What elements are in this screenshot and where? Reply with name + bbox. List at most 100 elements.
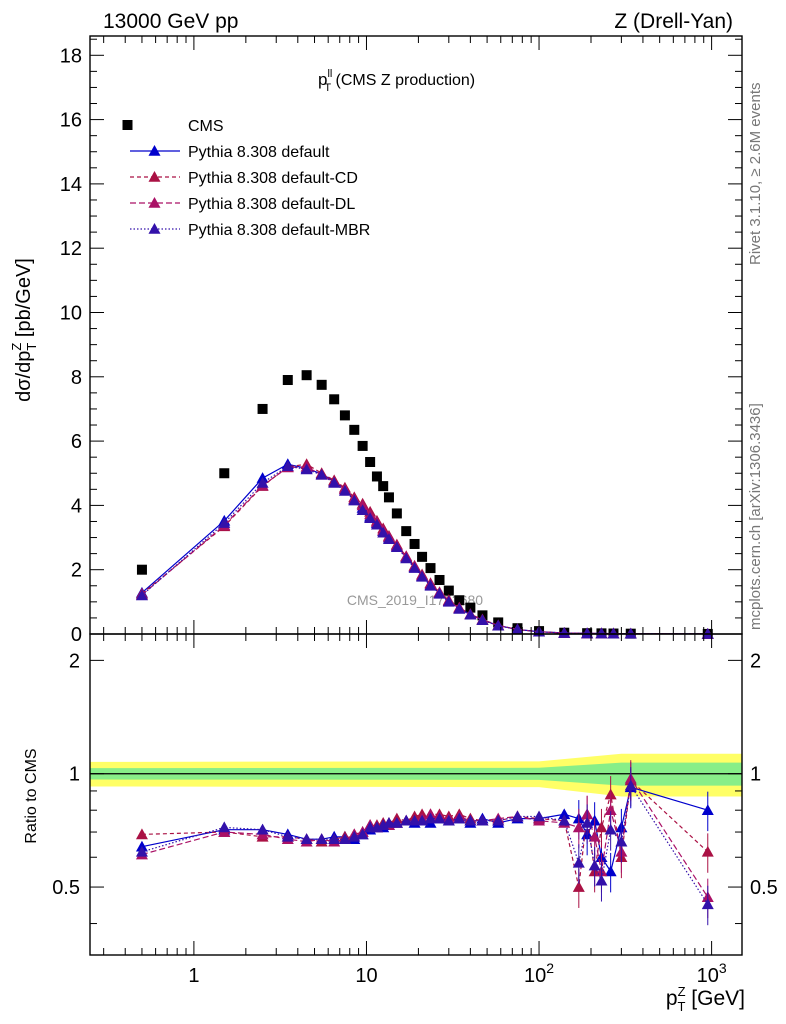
data-point-cms [443, 585, 454, 596]
data-point-cms [257, 403, 268, 414]
ratio-point-0 [558, 808, 571, 820]
data-point-cms [349, 424, 360, 435]
data-point-4 [558, 627, 571, 638]
data-point-cms [329, 394, 340, 405]
ratio-point-3 [476, 814, 489, 826]
y-tick-label: 4 [71, 495, 82, 517]
legend-label-2: Pythia 8.308 default-CD [188, 170, 358, 187]
data-point-4 [408, 562, 421, 573]
legend-marker-2 [148, 171, 161, 182]
series-line-4 [141, 465, 708, 635]
ratio-point-3 [338, 833, 351, 844]
data-point-4 [315, 468, 328, 480]
ratio-point-3 [382, 816, 395, 828]
ratio-point-3 [572, 856, 585, 868]
ratio-point-3 [511, 810, 524, 822]
ratio-ylabel: Ratio to CMS [23, 748, 40, 843]
ratio-point-3 [328, 833, 341, 844]
data-point-cms [391, 508, 402, 519]
plot-title-sup: ll [327, 68, 332, 80]
legend-marker-1 [148, 145, 161, 156]
ratio-point-1 [701, 845, 714, 857]
series-line-1 [141, 463, 708, 635]
data-point-4 [218, 517, 231, 528]
plot-title-main: p [318, 70, 327, 89]
data-point-4 [328, 476, 341, 488]
data-point-cms [378, 481, 389, 492]
data-point-cms [401, 526, 412, 537]
ratio-frame [89, 633, 743, 956]
data-point-4 [364, 512, 377, 524]
data-point-cms [371, 471, 382, 482]
ratio-point-3 [256, 823, 269, 835]
ratio-point-3 [492, 814, 505, 826]
ratio-point-3 [588, 859, 601, 871]
x-tick-label: 10 [355, 965, 377, 987]
series-line-3 [141, 466, 708, 635]
ratio-point-3 [581, 816, 594, 828]
data-point-4 [442, 595, 455, 607]
data-point-cms [357, 440, 368, 451]
ratio-point-3 [300, 833, 313, 844]
data-point-4 [433, 587, 446, 599]
ratio-point-0 [604, 865, 617, 877]
data-point-cms [465, 602, 476, 613]
ratio-point-3 [615, 835, 628, 847]
data-point-cms [339, 410, 350, 421]
ratio-point-3 [218, 821, 231, 833]
x-tick-label: 103 [697, 960, 727, 987]
y-tick-label: 2 [71, 560, 82, 582]
ratio-point-3 [604, 823, 617, 835]
y-tick-label: 6 [71, 431, 82, 453]
data-point-cms [316, 379, 327, 390]
data-point-4 [624, 627, 637, 639]
ratio-point-3 [453, 812, 466, 824]
ratio-point-3 [356, 828, 369, 840]
data-point-4 [595, 627, 608, 639]
ratio-point-2 [588, 830, 601, 842]
ratio-y-tick-label-right: 0.5 [750, 877, 778, 899]
ratio-point-2 [604, 804, 617, 816]
ratio-point-3 [424, 812, 437, 824]
ratio-point-2 [572, 821, 585, 833]
ratio-point-3 [408, 814, 421, 826]
ratio-y-tick-label-right: 1 [750, 764, 761, 786]
data-point-4 [464, 608, 477, 620]
ratio-point-3 [400, 814, 413, 826]
legend-label-3: Pythia 8.308 default-DL [188, 196, 355, 213]
ratio-line-3 [141, 783, 709, 905]
data-point-4 [370, 518, 383, 530]
side-text-top: Rivet 3.1.10, ≥ 2.6M events [747, 83, 764, 266]
ratio-point-1 [135, 828, 148, 840]
ratio-point-1 [572, 881, 585, 892]
data-point-cms [219, 468, 230, 479]
legend-label-0: CMS [188, 118, 224, 135]
plot-title-sub: T [324, 82, 331, 94]
data-point-4 [356, 504, 369, 516]
data-point-4 [476, 614, 489, 625]
data-point-cms [417, 551, 428, 562]
y-tick-label: 0 [71, 624, 82, 646]
legend: CMS Pythia 8.308 default Pythia 8.308 defa… [122, 118, 370, 239]
data-point-4 [135, 589, 148, 601]
plot-title: pll T (CMS Z production) [318, 68, 475, 94]
data-point-4 [382, 533, 395, 544]
data-point-4 [581, 627, 594, 639]
data-point-4 [453, 602, 466, 614]
data-point-4 [281, 460, 294, 471]
data-point-4 [390, 541, 403, 552]
ratio-y-tick-label-right: 2 [750, 650, 761, 672]
ratio-y-tick-label-left: 0.5 [52, 877, 80, 899]
data-point-cms [383, 492, 394, 503]
ratio-point-3 [533, 810, 546, 822]
legend-marker-4 [148, 223, 161, 234]
ratio-y-tick-label-left: 2 [69, 650, 80, 672]
data-point-4 [607, 627, 620, 639]
data-point-cms [434, 574, 445, 585]
series-line-2 [141, 463, 708, 635]
ratio-point-3 [464, 814, 477, 826]
ratio-y-tick-label-left: 1 [69, 764, 80, 786]
y-tick-label: 12 [60, 238, 82, 260]
